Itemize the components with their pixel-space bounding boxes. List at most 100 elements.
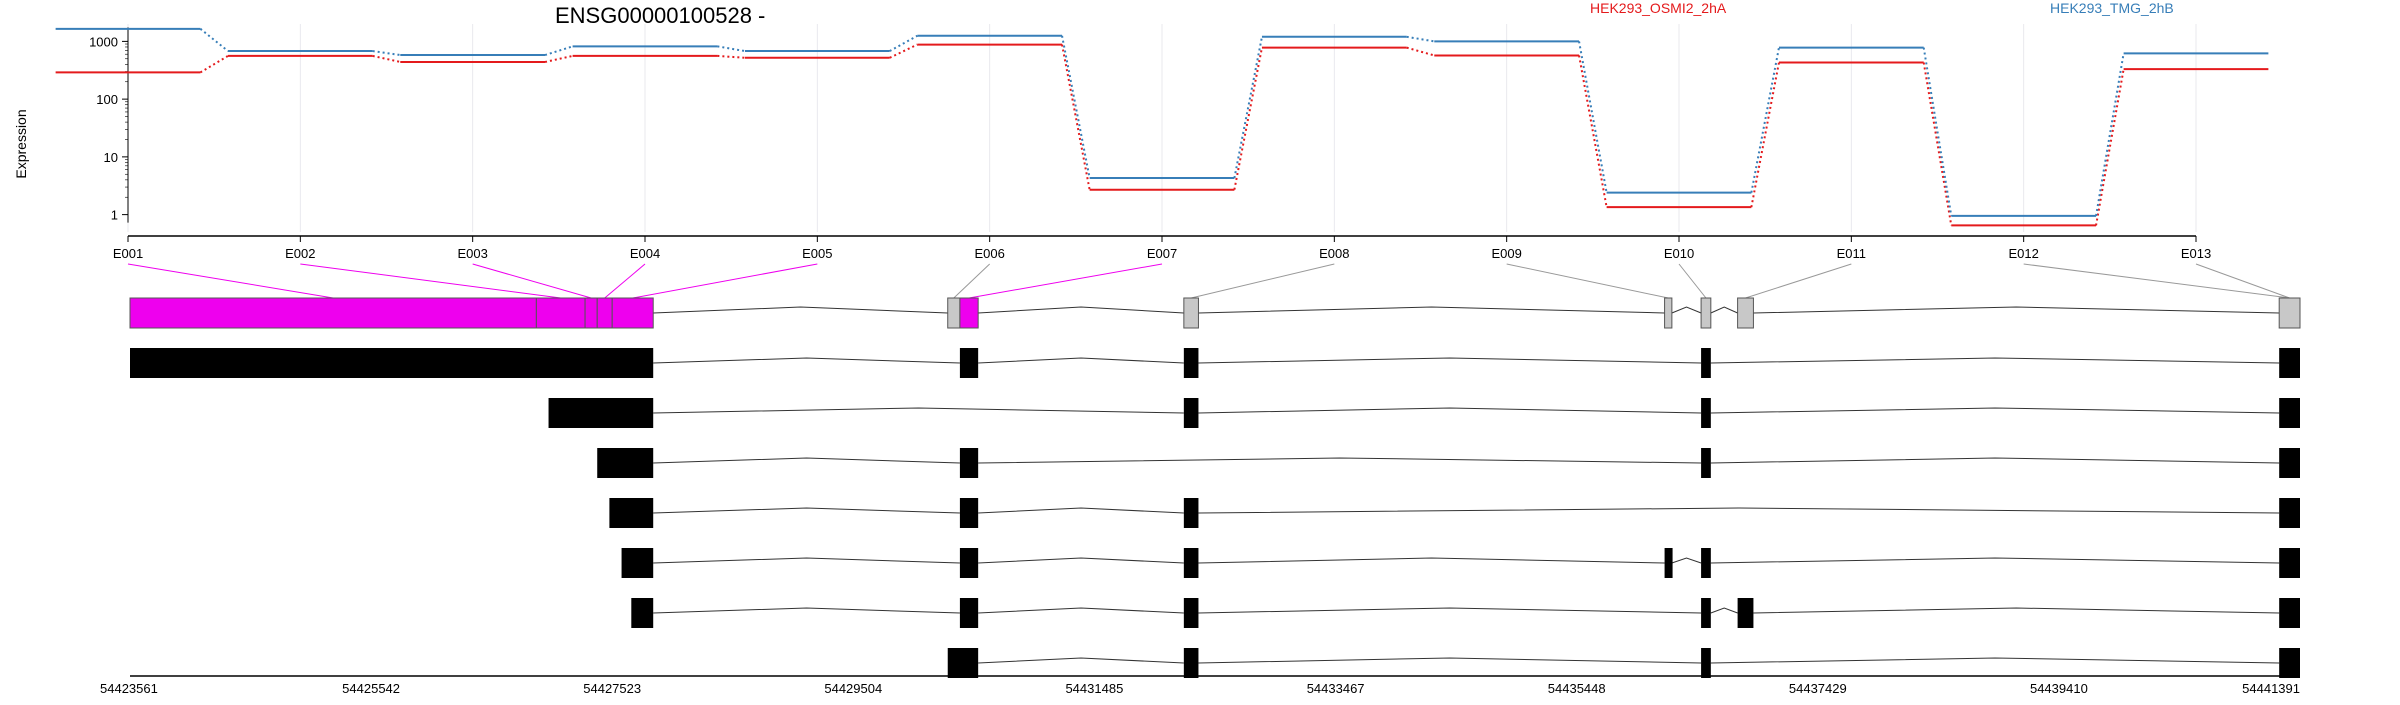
series-0-join: [199, 55, 229, 74]
x-tick-label-e006: E006: [974, 246, 1004, 261]
bin-connector-e007: [968, 263, 1163, 299]
x-tick-label-e010: E010: [1664, 246, 1694, 261]
transcript-5-exon: [1183, 598, 1199, 628]
transcript-2-exon: [2279, 448, 2300, 478]
x-tick-label-e009: E009: [1491, 246, 1521, 261]
transcript-6-exon: [2279, 648, 2300, 678]
coordinate-tick-label: 54425542: [342, 681, 400, 696]
transcript-6-exon: [1183, 648, 1199, 678]
gene-model-layer: [129, 297, 2301, 678]
transcript-6-exon: [947, 648, 979, 678]
bin-intron: [1753, 306, 2280, 314]
transcript-4-intron: [978, 557, 1184, 564]
series-1-join: [1922, 47, 1953, 217]
y-axis-label: Expression: [13, 109, 29, 178]
transcript-4-exon: [621, 548, 654, 578]
transcript-0-intron: [978, 357, 1184, 364]
transcript-3-exon: [609, 498, 654, 528]
transcript-4-intron: [1710, 557, 2280, 564]
series-1-join: [1406, 35, 1435, 43]
transcript-3-intron: [978, 507, 1184, 514]
legend-series-0: HEK293_OSMI2_2hA: [1590, 0, 1727, 16]
y-tick-label: 1000: [89, 34, 118, 49]
transcript-4-exon: [959, 548, 979, 578]
series-0-join: [1061, 44, 1091, 190]
bin-connector-e009: [1506, 263, 1669, 299]
transcript-4-intron: [1198, 557, 1665, 564]
coordinate-axis-layer: 54423561 54425542 54427523 54429504 54431485…: [100, 675, 2300, 696]
bin-connector-e011: [1745, 263, 1852, 299]
series-1-join: [199, 28, 229, 52]
x-tick-label-e001: E001: [113, 246, 143, 261]
series-1-join: [1750, 47, 1780, 193]
series-1-join: [1061, 35, 1091, 179]
series-1-join: [889, 34, 918, 52]
transcript-0-intron: [1710, 357, 2280, 364]
x-tick-label-e013: E013: [2181, 246, 2211, 261]
series-1-join: [2095, 53, 2125, 217]
coordinate-tick-label: 54439410: [2030, 681, 2088, 696]
transcript-4-intron: [653, 557, 960, 564]
grid-layer: [127, 24, 2197, 232]
connector-layer: [127, 263, 2290, 299]
transcript-5-exon: [1701, 598, 1711, 628]
bin-intron: [653, 306, 948, 314]
y-tick-label: 10: [104, 150, 118, 165]
coordinate-tick-label: 54435448: [1548, 681, 1606, 696]
bin-intron: [1710, 306, 1738, 314]
transcript-1-exon: [2279, 398, 2300, 428]
transcript-0-exon: [959, 348, 979, 378]
coordinate-tick-label: 54441391: [2242, 681, 2300, 696]
transcript-4-exon: [1664, 548, 1673, 578]
transcript-2-intron: [653, 457, 960, 464]
coordinate-tick-label: 54431485: [1065, 681, 1123, 696]
axis-layer: 1 10 100 1000 E001 E002 E003 E004 E005 E006 E007 E0…: [89, 27, 2211, 261]
series-0-join: [889, 43, 918, 59]
series-0-join: [544, 54, 573, 63]
exon-bin-e005: [611, 297, 654, 329]
transcript-0-intron: [653, 357, 960, 364]
transcript-5-intron: [653, 607, 960, 614]
series-0-join: [1578, 55, 1608, 208]
bin-connector-e008: [1191, 263, 1335, 299]
exon-bin-e001: [129, 297, 537, 329]
exon-bin-e008: [1183, 297, 1199, 329]
bin-connector-e004: [604, 263, 646, 299]
transcript-2-intron: [1710, 457, 2280, 464]
transcript-0-intron: [1198, 357, 1702, 364]
bin-connector-e006: [953, 263, 991, 299]
transcript-2-exon: [959, 448, 979, 478]
series-0-join: [1922, 62, 1953, 226]
exon-bin-e004: [596, 297, 613, 329]
bin-intron: [978, 306, 1184, 314]
coordinate-tick-label: 54437429: [1789, 681, 1847, 696]
x-tick-label-e005: E005: [802, 246, 832, 261]
series-1-join: [717, 45, 746, 53]
transcript-2-intron: [978, 457, 1702, 464]
exon-bin-e010: [1700, 297, 1712, 329]
chart-title: ENSG00000100528 -: [555, 3, 765, 28]
transcript-5-exon: [959, 598, 979, 628]
transcript-2-exon: [1701, 448, 1711, 478]
bin-intron: [1198, 306, 1665, 314]
series-1-join: [1578, 41, 1608, 193]
transcript-6-exon: [1701, 648, 1711, 678]
transcript-5-exon: [2279, 598, 2300, 628]
series-1-join: [372, 50, 401, 57]
bin-connector-e003: [472, 263, 592, 299]
transcript-5-intron: [1710, 607, 1738, 614]
transcript-5-exon: [1737, 598, 1754, 628]
series-1-join: [1233, 36, 1263, 179]
transcript-3-exon: [959, 498, 979, 528]
legend-series-1: HEK293_TMG_2hB: [2050, 0, 2174, 16]
y-tick-label: 100: [96, 92, 118, 107]
x-tick-label-e012: E012: [2008, 246, 2038, 261]
transcript-5-intron: [1198, 607, 1702, 614]
series-0-join: [372, 54, 401, 63]
transcript-4-exon: [1701, 548, 1711, 578]
exon-bin-e007: [959, 297, 979, 329]
bin-connector-e001: [127, 263, 334, 299]
transcript-2-exon: [597, 448, 654, 478]
series-0-join: [2095, 69, 2125, 226]
